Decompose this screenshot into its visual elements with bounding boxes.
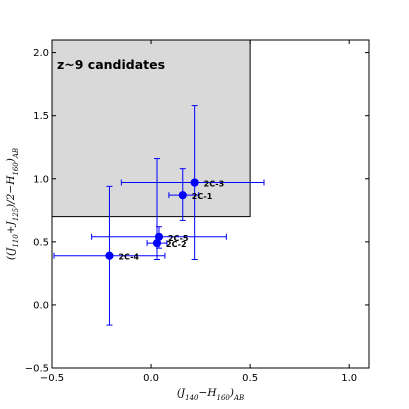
label-2c-5: 2C-5	[168, 234, 189, 243]
y-tick-label: 2.0	[33, 48, 49, 59]
data-points	[105, 178, 199, 260]
y-tick-label: 1.5	[33, 111, 49, 122]
z9-candidate-region	[51, 39, 251, 218]
x-tick-label: 1.0	[341, 373, 357, 384]
z9-region-box	[51, 39, 251, 218]
x-axis-title: (J140−H160)AB	[177, 387, 244, 402]
x-tick-label: 0.5	[242, 373, 258, 384]
x-tick-label: 0.0	[143, 373, 159, 384]
point-2c-4	[105, 251, 114, 260]
point-labels: 2C-3 2C-1 2C-52C-2 2C-4	[118, 180, 224, 262]
y-tick-label: 0.0	[33, 300, 49, 311]
plot-frame	[51, 39, 370, 369]
y-axis-title: ((J110+J125)/2−H160)AB	[5, 148, 20, 260]
y-tick-label: −0.5	[25, 364, 49, 375]
axis-ticks: −0.5 0.0 0.5 1.0 −0.5 0.0 0.5 1.0 1.5 2.0	[25, 40, 369, 384]
label-2c-3: 2C-3	[204, 180, 225, 189]
point-2c-1	[178, 191, 187, 200]
point-2c-3	[190, 178, 199, 187]
label-2c-1: 2C-1	[192, 192, 213, 201]
y-tick-label: 0.5	[33, 237, 49, 248]
x-tick-label: −0.5	[40, 373, 64, 384]
region-label: z~9 candidates	[57, 57, 165, 72]
y-tick-label: 1.0	[33, 174, 49, 185]
label-2c-2: 2C-2	[166, 240, 187, 249]
point-2c-2	[152, 239, 162, 248]
label-2c-4: 2C-4	[118, 253, 139, 262]
